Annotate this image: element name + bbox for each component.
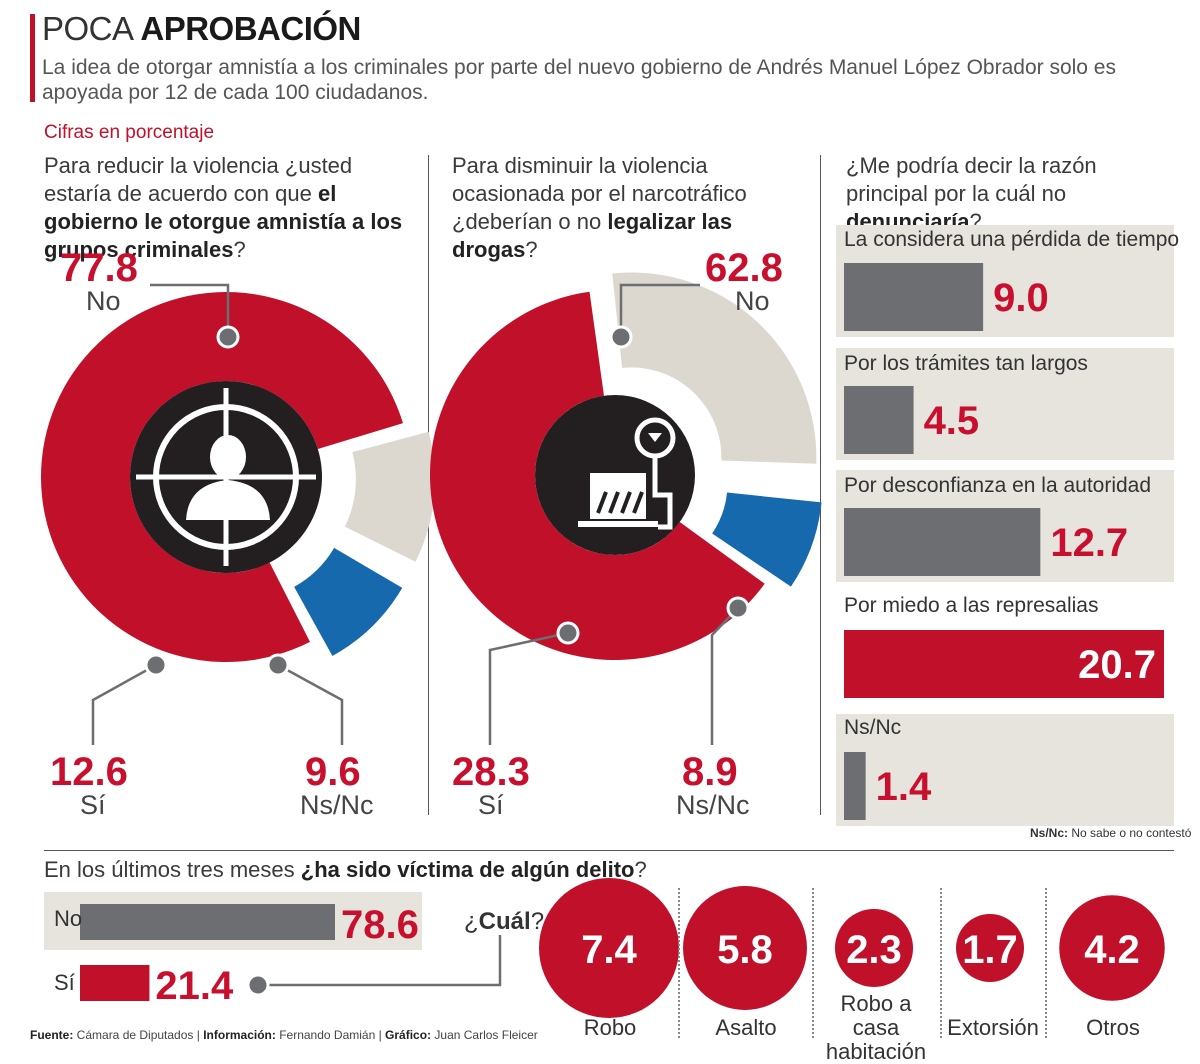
pie2-no-value: 62.8 [705,246,783,290]
pie1-si-value: 12.6 [50,750,128,794]
bar-label: Por los trámites tan largos [844,352,1088,375]
nsnc-note: Ns/Nc: No sabe o no contestó [1030,826,1192,840]
bubble [956,914,1024,982]
crime-name-extorsion: Extorsión [947,1015,1039,1040]
victima-no-label: No [54,906,83,931]
crime-separator [812,888,814,1038]
bar [844,386,914,454]
slice-no [430,291,765,660]
cual-label: ¿Cuál? [464,908,545,935]
bar-chart-denuncia: 9.0 4.5 12.7 20.7 1.4 [836,225,1174,826]
crime-name-otros: Otros [1086,1015,1140,1040]
bubble-value: 2.3 [846,928,902,972]
question-victima: En los últimos tres meses ¿ha sido vícti… [44,857,647,882]
target-person-icon [130,381,322,573]
bar-label: Por miedo a las represalias [844,594,1099,617]
question-amnistia: Para reducir la violencia ¿usted estaría… [44,153,403,262]
bar-value: 78.6 [341,903,419,947]
bubble [539,878,679,1018]
pie2-nsnc-value: 8.9 [682,750,738,794]
bar-label: La considera una pérdida de tiempo [844,228,1180,251]
pie1-nsnc-value: 9.6 [305,750,361,794]
bubble-value: 7.4 [581,928,637,972]
crime-separator [678,888,680,1038]
pie1-si-label: Sí [80,790,106,820]
slice-nsnc [294,547,403,656]
slice-si [612,272,817,464]
page-title: POCA APROBACIÓN [42,10,361,47]
leader-dots [144,325,750,997]
bar-value: 20.7 [1078,643,1156,687]
question-denuncia: ¿Me podría decir la razón principal por … [846,153,1097,234]
bar [844,752,866,820]
donut-chart-drogas [430,272,822,660]
slice-nsnc [712,492,822,587]
crime-name-robo-casa: Robo a casa habitación [825,991,927,1064]
crime-separator [940,888,942,1038]
bar [844,508,1041,576]
bubble [683,886,807,1010]
bubble-value: 4.2 [1084,928,1140,972]
donut-chart-amnistia [41,292,435,662]
leader-lines [91,283,739,987]
pie2-no-label: No [735,286,770,316]
footer-credits: Fuente: Cámara de Diputados | Informació… [30,1028,538,1042]
bar-value: 21.4 [155,964,234,1008]
pie2-si-value: 28.3 [452,750,530,794]
slice-si [344,431,435,562]
bar [80,965,150,1001]
crime-name-asalto: Asalto [715,1015,777,1040]
victima-si-label: Sí [54,970,75,995]
bar-value: 4.5 [924,399,980,443]
section-divider [44,850,1174,851]
column-divider [820,155,821,815]
bubble [834,908,914,988]
units-note: Cifras en porcentaje [44,122,215,143]
title-accent-bar [30,14,35,102]
pie1-no-label: No [86,286,121,316]
bar-label: Ns/Nc [844,716,902,739]
bar [844,263,984,331]
bubble-value: 5.8 [717,928,773,972]
pie1-no-value: 77.8 [60,246,138,290]
bubble [1059,895,1165,1001]
pie2-si-label: Sí [478,790,504,820]
page-subtitle: La idea de otorgar amnistía a los crimin… [42,56,1116,104]
bar [80,904,335,940]
package-scale-icon [535,395,695,555]
bar-chart-victima: 78.6 21.4 [44,892,422,1008]
bar-label: Por desconfianza en la autoridad [844,474,1152,497]
pie2-nsnc-label: Ns/Nc [676,790,750,820]
bar-background [836,714,1174,826]
bubble-chart-delitos: 7.4 5.8 2.3 1.7 4.2 [539,878,1165,1018]
question-drogas: Para disminuir la violencia ocasionada p… [452,153,747,262]
bar-value: 1.4 [876,765,932,809]
crime-name-robo: Robo [583,1015,637,1040]
slice-no [41,292,403,662]
pie1-nsnc-label: Ns/Nc [300,790,374,820]
bar-value: 9.0 [993,276,1049,320]
bar-value: 12.7 [1050,521,1128,565]
bar [844,630,1164,698]
bubble-value: 1.7 [962,928,1018,972]
crime-separator [1045,888,1047,1038]
